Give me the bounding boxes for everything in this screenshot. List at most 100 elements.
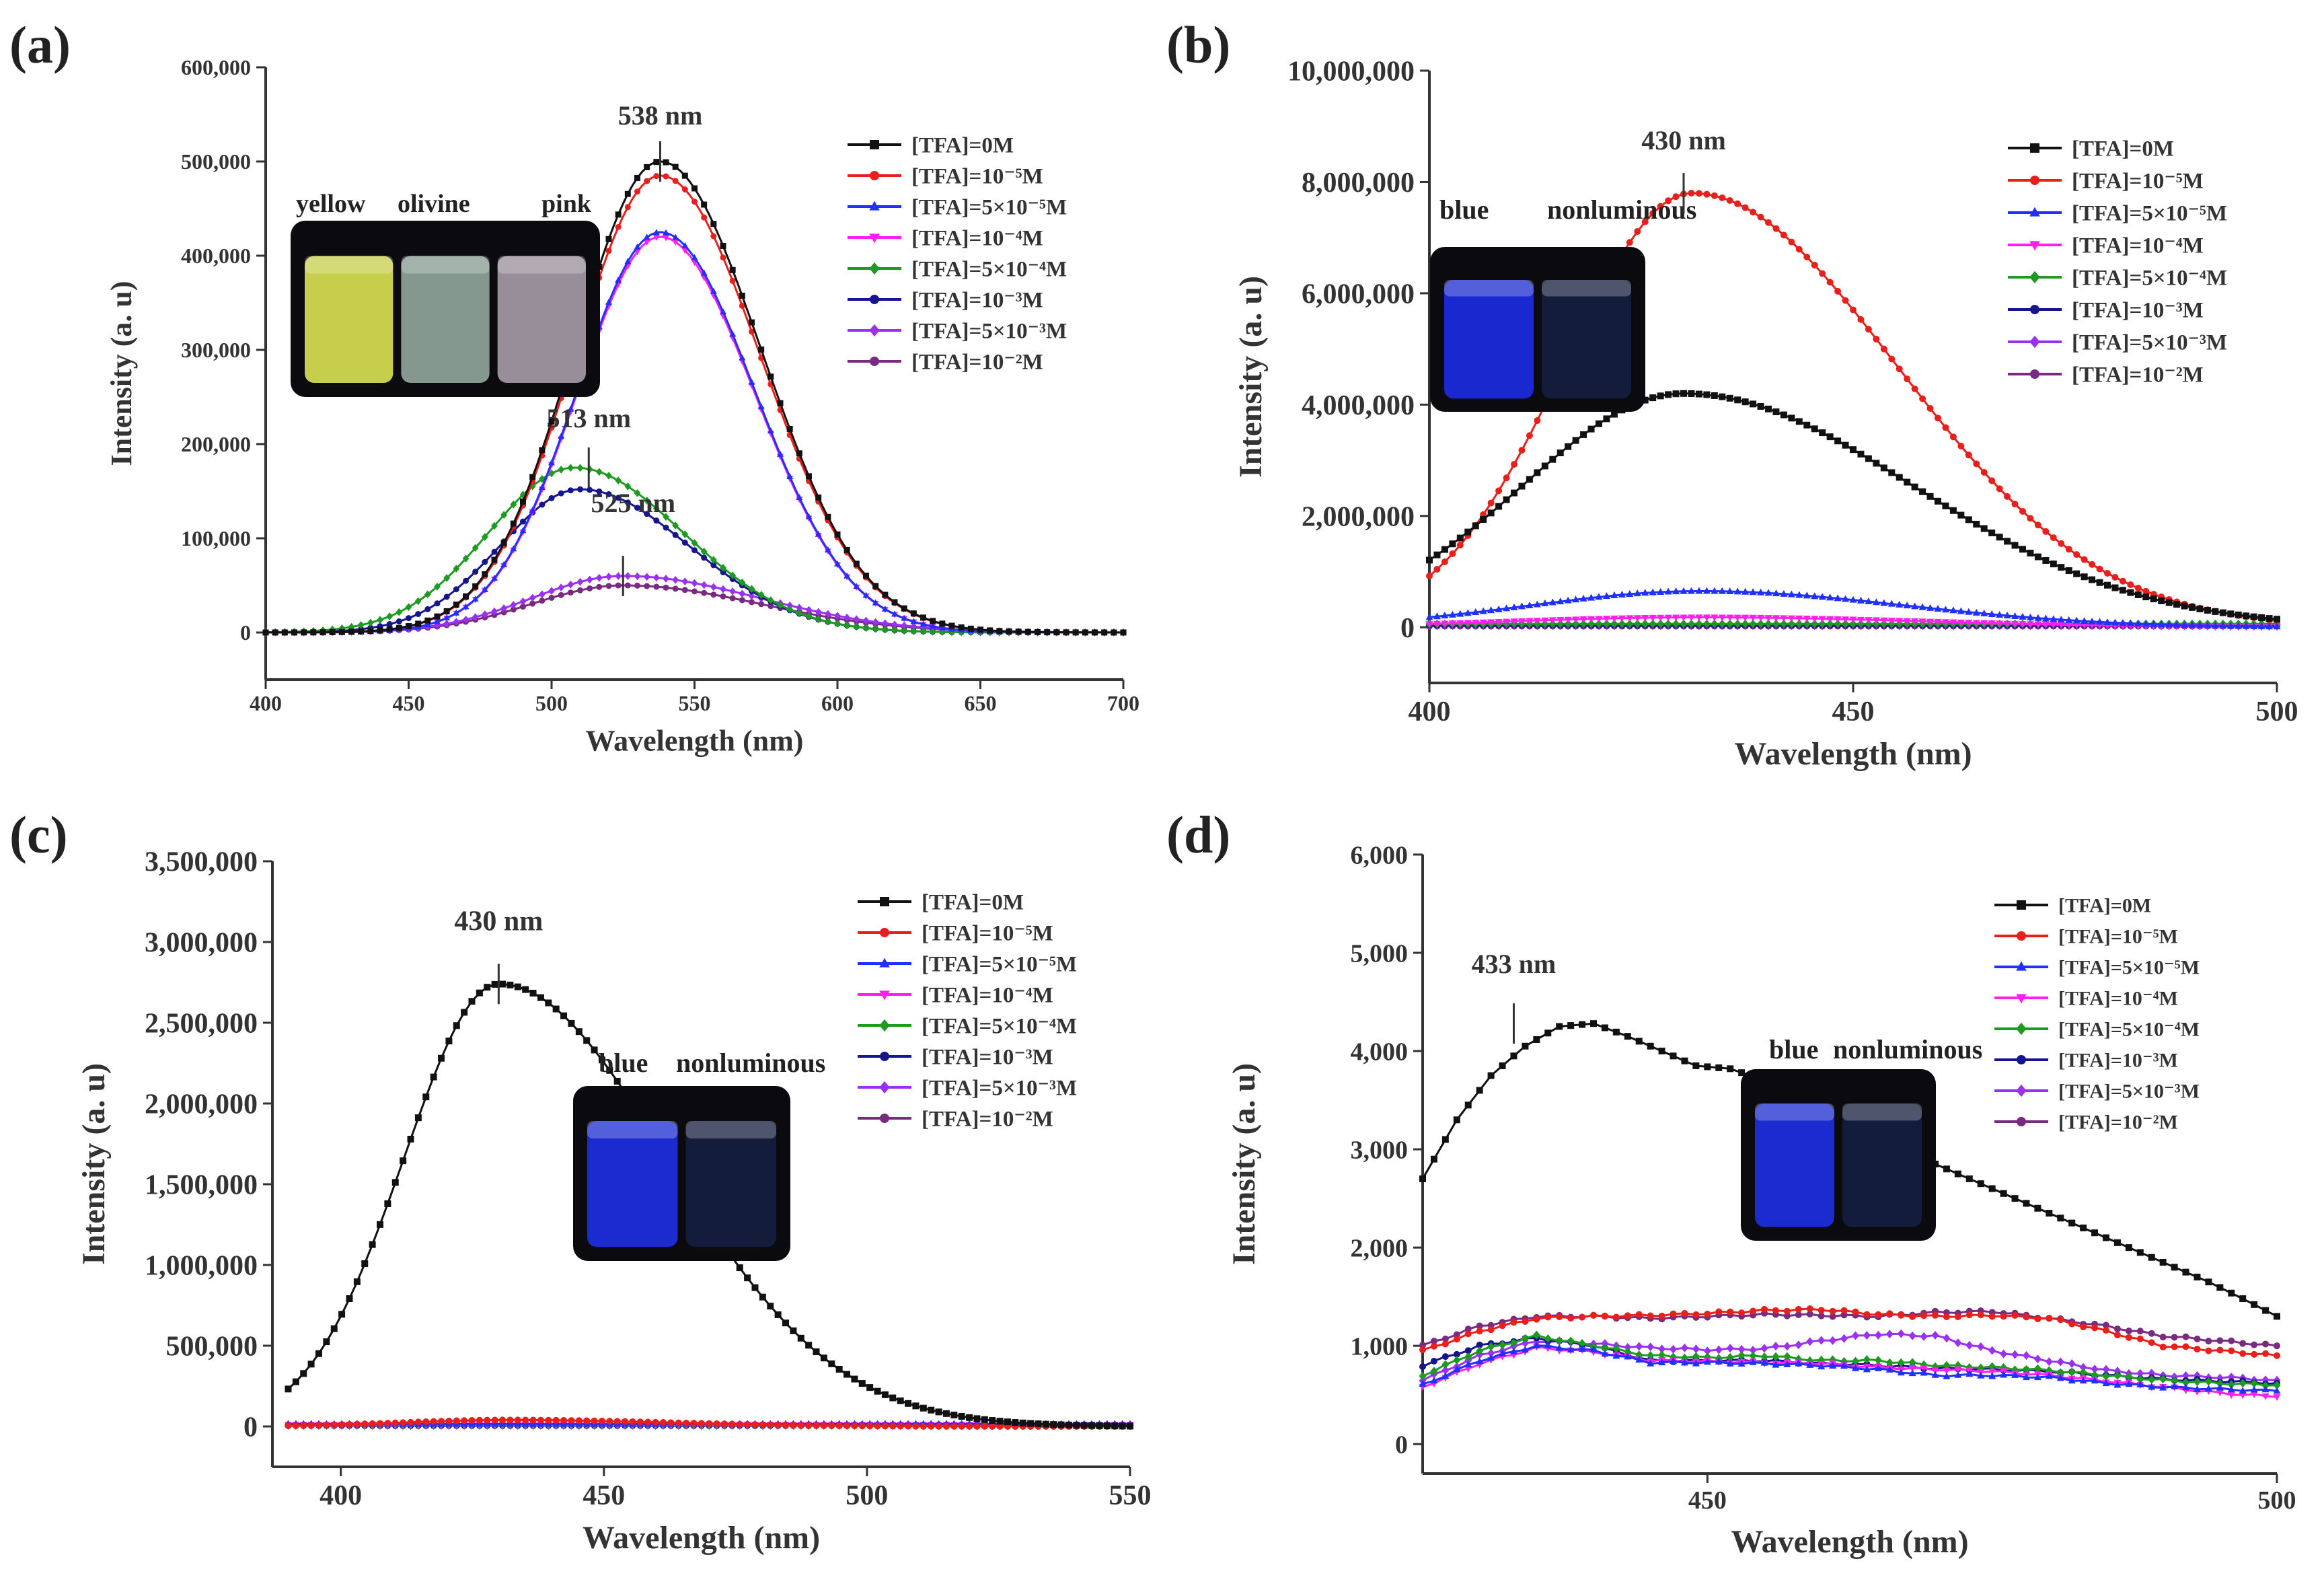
data-point xyxy=(720,254,726,261)
data-point xyxy=(1680,1343,1688,1352)
data-point xyxy=(2216,1379,2224,1388)
legend-marker xyxy=(2016,1022,2027,1036)
data-point xyxy=(445,1417,453,1424)
data-point xyxy=(613,1077,621,1085)
series-line xyxy=(1429,392,2278,620)
data-point xyxy=(634,582,640,589)
data-point xyxy=(749,599,755,606)
data-point xyxy=(2019,621,2027,628)
data-point xyxy=(973,1415,981,1422)
data-point xyxy=(1612,1028,1620,1036)
data-point xyxy=(1572,595,1580,603)
data-point xyxy=(863,573,869,579)
data-point xyxy=(1988,610,1996,617)
data-point xyxy=(981,1416,988,1423)
data-point xyxy=(1063,629,1070,636)
data-point xyxy=(901,614,908,621)
data-point xyxy=(2261,1385,2270,1393)
data-point xyxy=(1453,1116,1460,1124)
data-point xyxy=(2159,1375,2167,1384)
data-point xyxy=(652,1418,659,1426)
data-point xyxy=(2011,1350,2019,1359)
data-point xyxy=(729,266,736,273)
data-point xyxy=(2250,1391,2258,1399)
data-point xyxy=(2171,1264,2178,1271)
data-point xyxy=(386,620,393,627)
data-point xyxy=(1819,270,1826,277)
data-point xyxy=(1635,1355,1643,1363)
data-point xyxy=(767,603,774,610)
data-point xyxy=(369,1420,376,1427)
data-point xyxy=(1872,598,1880,606)
data-point xyxy=(2189,604,2196,611)
data-point xyxy=(1564,596,1572,604)
data-point xyxy=(2251,1341,2258,1348)
data-point xyxy=(1053,629,1060,636)
data-point xyxy=(774,1421,782,1428)
data-point xyxy=(644,164,650,170)
data-point xyxy=(272,629,278,636)
data-point xyxy=(1783,1352,1791,1361)
data-point xyxy=(1557,449,1564,457)
data-point xyxy=(790,1422,797,1429)
data-point xyxy=(2027,550,2034,557)
data-point xyxy=(981,1422,988,1430)
legend-label: [TFA]=10⁻²M xyxy=(922,1108,1053,1132)
legend-label: [TFA]=5×10⁻⁴M xyxy=(2072,266,2227,291)
data-point xyxy=(1610,410,1618,418)
data-point xyxy=(1943,1367,1951,1375)
data-point xyxy=(1772,1352,1780,1361)
data-point xyxy=(2265,622,2274,630)
inset-label: nonluminous xyxy=(1833,1034,1982,1064)
data-point xyxy=(1534,417,1541,425)
data-point xyxy=(851,1422,858,1430)
data-point xyxy=(1688,390,1695,398)
data-point xyxy=(545,999,552,1007)
data-point xyxy=(1834,437,1842,445)
data-point xyxy=(2273,1394,2281,1402)
data-point xyxy=(1692,1311,1700,1318)
data-point xyxy=(1733,619,1741,628)
data-point xyxy=(1649,394,1657,402)
data-point xyxy=(1788,238,1795,246)
data-point xyxy=(2113,1371,2122,1380)
data-point xyxy=(2111,574,2119,581)
data-point xyxy=(1772,619,1780,628)
data-point xyxy=(552,1005,560,1013)
data-point xyxy=(815,615,822,624)
data-point xyxy=(624,190,631,197)
data-point xyxy=(2242,622,2250,629)
data-point xyxy=(797,1334,804,1342)
data-point xyxy=(767,596,774,604)
legend-label: [TFA]=5×10⁻³M xyxy=(911,320,1067,344)
legend-marker xyxy=(870,357,879,366)
data-point xyxy=(2126,619,2134,626)
data-point xyxy=(720,1420,728,1428)
data-point xyxy=(2045,1357,2053,1367)
data-point xyxy=(407,1418,414,1426)
data-point xyxy=(361,1260,369,1268)
data-point xyxy=(1718,614,1726,622)
data-point xyxy=(568,1417,575,1424)
data-point xyxy=(1464,1101,1472,1109)
data-point xyxy=(2211,622,2219,629)
data-point xyxy=(1567,1315,1575,1322)
data-point xyxy=(1672,193,1680,201)
vial-cap xyxy=(497,256,586,274)
y-tick-label: 6,000 xyxy=(1351,841,1409,869)
data-point xyxy=(529,990,537,997)
data-point xyxy=(396,618,402,625)
data-point xyxy=(1541,462,1548,470)
vial-cap xyxy=(1755,1103,1834,1121)
data-point xyxy=(1680,614,1688,622)
data-point xyxy=(2142,593,2150,601)
data-point xyxy=(2148,1383,2156,1390)
data-point xyxy=(1564,619,1572,628)
data-point xyxy=(1842,297,1849,304)
data-point xyxy=(1464,1352,1472,1361)
data-point xyxy=(348,628,354,635)
data-point xyxy=(2019,507,2026,515)
data-point xyxy=(1092,629,1098,636)
data-point xyxy=(2072,616,2081,624)
data-point xyxy=(901,621,908,630)
